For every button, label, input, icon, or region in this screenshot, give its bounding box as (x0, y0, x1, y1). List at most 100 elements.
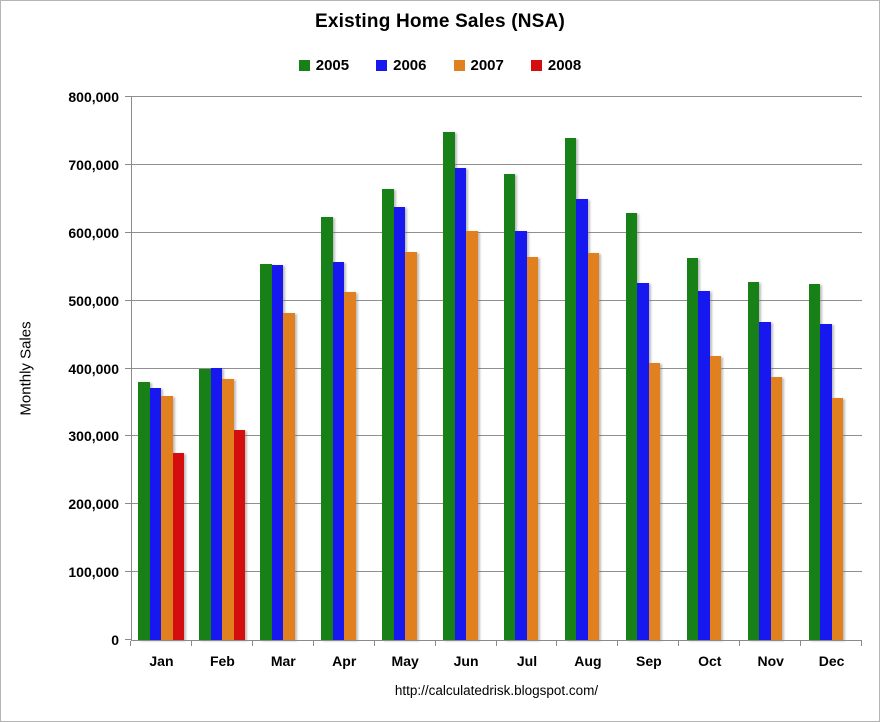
bar-dec-2007 (831, 397, 844, 640)
bar-group-May (375, 97, 436, 640)
y-axis-line (131, 97, 132, 641)
y-tick-mark-700,000 (125, 163, 131, 165)
bar-jul-2007 (526, 256, 539, 640)
x-tick-label-May: May (391, 653, 419, 669)
bar-jun-2005 (443, 131, 455, 640)
legend-label-2006: 2006 (393, 57, 427, 74)
gridline-100,000 (131, 571, 862, 573)
bar-sep-2005 (625, 213, 638, 640)
bar-sep-2006 (637, 282, 649, 640)
y-axis-tick-labels: 0 100,000 200,000 300,000 400,000 500,000 600,… (1, 89, 119, 648)
bar-nov-2007 (770, 377, 783, 640)
bar-jan-2005 (138, 382, 150, 640)
gridline-500,000 (131, 299, 862, 301)
x-axis-tick-marks (130, 641, 862, 646)
x-axis-line (131, 640, 862, 641)
bar-group-Jul (497, 97, 558, 640)
bar-feb-2007 (222, 378, 234, 640)
gridline-800,000 (131, 96, 862, 97)
y-tick-label-600,000: 600,000 (68, 224, 119, 241)
x-tick-label-Nov: Nov (757, 653, 784, 669)
y-tick-label-0: 0 (111, 632, 119, 648)
source-url: http://calculatedrisk.blogspot.com/ (394, 683, 599, 698)
x-tick-label-Feb: Feb (209, 653, 235, 669)
y-tick-label-700,000: 700,000 (68, 156, 119, 173)
bar-nov-2005 (747, 281, 760, 640)
bar-jul-2005 (503, 174, 516, 640)
bar-group-Nov (740, 97, 801, 640)
x-tick-mark-3 (312, 641, 314, 646)
x-tick-mark-5 (434, 641, 436, 646)
x-tick-label-Apr: Apr (332, 653, 357, 669)
bar-group-Jan (131, 97, 192, 640)
x-axis-tick-labels: Jan Feb Mar Apr May Jun Jul Aug Sep Oct Nov Dec (131, 653, 862, 669)
bar-mar-2007 (283, 312, 295, 640)
bar-mar-2005 (260, 263, 272, 640)
bar-dec-2005 (808, 283, 821, 640)
bar-jun-2007 (466, 231, 478, 640)
x-tick-mark-0 (130, 641, 131, 646)
x-tick-mark-10 (739, 641, 741, 646)
bar-jan-2007 (161, 396, 173, 640)
bar-oct-2005 (686, 257, 699, 640)
bar-may-2006 (393, 206, 406, 640)
y-tick-mark-800,000 (125, 96, 131, 97)
gridline-700,000 (131, 163, 862, 165)
bar-group-Aug (557, 97, 618, 640)
legend-swatch-2005 (298, 60, 310, 71)
bar-group-Mar (253, 97, 314, 640)
x-tick-mark-7 (556, 641, 558, 646)
bar-oct-2007 (709, 356, 722, 640)
bar-nov-2006 (759, 321, 771, 640)
bar-group-Jun (436, 97, 497, 640)
x-tick-mark-1 (190, 641, 192, 646)
bar-apr-2007 (344, 292, 356, 640)
legend-label-2007: 2007 (470, 57, 504, 74)
x-tick-label-Sep: Sep (635, 653, 662, 669)
x-tick-mark-8 (617, 641, 619, 646)
bar-group-Apr (314, 97, 375, 640)
bar-may-2007 (405, 251, 417, 640)
x-tick-mark-2 (251, 641, 253, 646)
bar-aug-2006 (576, 198, 588, 640)
bar-aug-2007 (587, 253, 600, 640)
bar-feb-2006 (210, 367, 223, 640)
bar-may-2005 (382, 188, 394, 640)
gridlines (131, 96, 862, 640)
bar-feb-2005 (199, 369, 211, 640)
gridline-200,000 (131, 503, 862, 505)
bar-apr-2005 (321, 217, 333, 640)
bar-sep-2007 (648, 363, 661, 640)
x-tick-mark-9 (678, 641, 680, 646)
bar-jan-2006 (149, 387, 162, 640)
y-tick-mark-200,000 (125, 503, 131, 505)
legend-swatch-2006 (376, 60, 388, 71)
bar-oct-2006 (698, 291, 710, 640)
x-tick-label-Oct: Oct (698, 653, 722, 669)
legend-label-2008: 2008 (547, 57, 582, 74)
x-tick-label-Jun: Jun (453, 653, 479, 669)
x-tick-mark-11 (800, 641, 802, 646)
bar-aug-2005 (564, 138, 577, 640)
legend-item-2006: 2006 (376, 57, 427, 74)
y-tick-mark-600,000 (125, 231, 131, 233)
gridline-400,000 (131, 367, 862, 369)
x-tick-mark-12 (861, 641, 862, 646)
bar-group-Oct (679, 97, 740, 640)
legend-item-2007: 2007 (453, 57, 504, 74)
bar-jun-2006 (454, 167, 467, 640)
bar-jul-2006 (515, 231, 527, 640)
bar-mar-2006 (271, 265, 284, 640)
y-axis-tick-marks (125, 96, 131, 640)
bar-dec-2006 (820, 323, 832, 640)
bar-apr-2006 (332, 261, 345, 640)
x-tick-label-Aug: Aug (574, 653, 602, 669)
bar-group-Sep (618, 97, 679, 640)
y-tick-label-800,000: 800,000 (68, 89, 119, 105)
y-tick-label-100,000: 100,000 (68, 564, 119, 581)
bar-jan-2008 (172, 453, 185, 640)
y-tick-label-500,000: 500,000 (68, 292, 119, 309)
y-tick-mark-400,000 (125, 367, 131, 369)
legend: 2005 2006 2007 2008 (1, 57, 879, 74)
